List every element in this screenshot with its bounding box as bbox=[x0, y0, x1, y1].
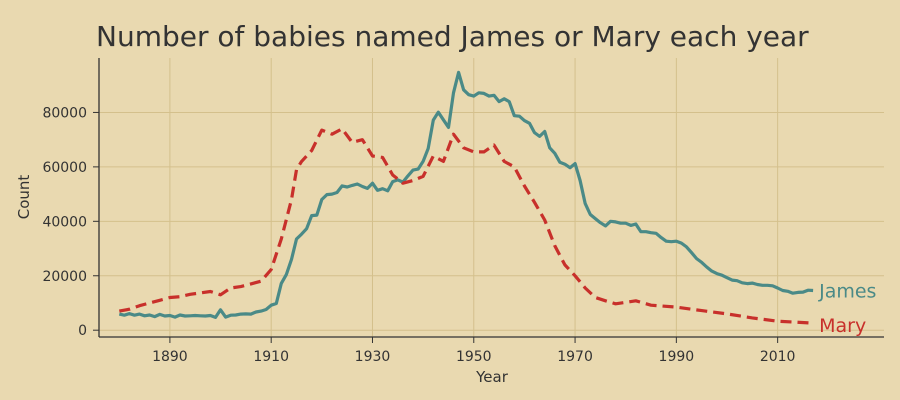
series-line-mary bbox=[119, 127, 814, 325]
y-tick-label: 20000 bbox=[42, 269, 87, 285]
x-axis-label: Year bbox=[475, 368, 509, 386]
series-labels: James Mary bbox=[818, 280, 876, 337]
x-tick-label: 1930 bbox=[355, 349, 391, 365]
x-tick-label: 1970 bbox=[557, 349, 593, 365]
series-lines bbox=[118, 70, 814, 325]
y-tick-label: 80000 bbox=[42, 105, 87, 121]
axes bbox=[93, 58, 884, 343]
x-tick-label: 1990 bbox=[659, 349, 695, 365]
series-label-mary: Mary bbox=[819, 315, 866, 337]
chart-title: Number of babies named James or Mary eac… bbox=[96, 20, 809, 53]
y-tick-label: 0 bbox=[78, 323, 87, 339]
y-tick-label: 60000 bbox=[42, 160, 87, 176]
x-tick-label: 2010 bbox=[760, 349, 796, 365]
series-label-james: James bbox=[818, 280, 876, 302]
x-tick-label: 1910 bbox=[253, 349, 289, 365]
y-axis-label: Count bbox=[15, 175, 33, 220]
x-tick-label: 1950 bbox=[456, 349, 492, 365]
y-tick-label: 40000 bbox=[42, 214, 87, 230]
x-tick-label: 1890 bbox=[152, 349, 188, 365]
tick-labels: 1890 1910 1930 1950 1970 1990 2010 0 20000 40000 6… bbox=[42, 105, 795, 365]
series-line-james bbox=[118, 70, 814, 319]
grid-lines bbox=[99, 58, 884, 337]
